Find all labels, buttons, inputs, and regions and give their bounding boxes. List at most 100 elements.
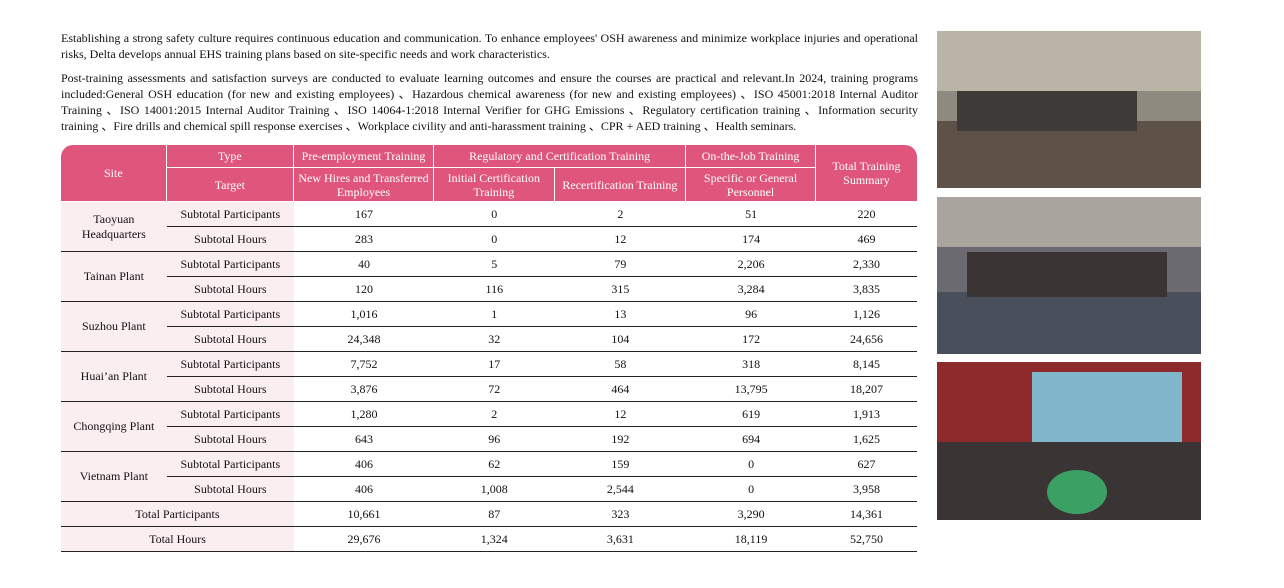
value-cell: 1,913 bbox=[815, 402, 917, 427]
value-cell: 18,207 bbox=[815, 377, 917, 402]
value-cell: 1,126 bbox=[815, 302, 917, 327]
value-cell: 3,290 bbox=[686, 502, 816, 527]
data-row: Chongqing Plant Subtotal Participants 1,28… bbox=[61, 402, 917, 452]
value-cell: 12 bbox=[554, 402, 687, 427]
paragraph: Post-training assessments and satisfacti… bbox=[61, 71, 918, 133]
value-cell: 120 bbox=[294, 277, 434, 302]
value-cell: 40 bbox=[294, 252, 434, 277]
value-cell: 464 bbox=[554, 377, 687, 402]
target-cell: Subtotal Hours bbox=[166, 427, 294, 452]
value-cell: 315 bbox=[554, 277, 687, 302]
value-cell: 1,016 bbox=[294, 302, 434, 327]
data-row: Subtotal Hours 120 116 315 3,284 3,835 bbox=[61, 277, 917, 302]
value-cell: 13,795 bbox=[686, 377, 816, 402]
value-cell: 1 bbox=[434, 302, 555, 327]
value-cell: 1,280 bbox=[294, 402, 434, 427]
total-row: Total Participants 10,661 87 323 3,290 14,361 bbox=[61, 502, 917, 527]
value-cell: 159 bbox=[554, 452, 687, 477]
target-cell: Subtotal Participants bbox=[166, 402, 294, 427]
total-label: Total Participants bbox=[61, 502, 294, 527]
value-cell: 3,876 bbox=[294, 377, 434, 402]
photo-group bbox=[937, 362, 1201, 520]
site-cell: Huai’an Plant bbox=[61, 352, 167, 402]
header-cell: Target bbox=[166, 168, 294, 202]
value-cell: 104 bbox=[554, 327, 687, 352]
value-cell: 32 bbox=[434, 327, 555, 352]
target-cell: Subtotal Hours bbox=[166, 327, 294, 352]
data-row: Suzhou Plant Subtotal Participants 1,016 1 1… bbox=[61, 302, 917, 352]
target-cell: Subtotal Hours bbox=[166, 377, 294, 402]
value-cell: 96 bbox=[686, 302, 816, 327]
data-row: Subtotal Hours 406 1,008 2,544 0 3,958 bbox=[61, 477, 917, 502]
value-cell: 323 bbox=[554, 502, 687, 527]
target-cell: Subtotal Hours bbox=[166, 277, 294, 302]
value-cell: 52,750 bbox=[815, 527, 917, 552]
data-row: Subtotal Hours 283 0 12 174 469 bbox=[61, 227, 917, 252]
photo-classroom bbox=[937, 31, 1201, 188]
site-cell: Taoyuan Headquarters bbox=[61, 202, 167, 252]
target-cell: Subtotal Participants bbox=[166, 352, 294, 377]
site-cell: Suzhou Plant bbox=[61, 302, 167, 352]
site-cell: Vietnam Plant bbox=[61, 452, 167, 502]
photo-cpr bbox=[937, 197, 1201, 354]
site-cell: Tainan Plant bbox=[61, 252, 167, 302]
value-cell: 3,958 bbox=[815, 477, 917, 502]
value-cell: 87 bbox=[434, 502, 555, 527]
value-cell: 619 bbox=[686, 402, 816, 427]
value-cell: 10,661 bbox=[294, 502, 434, 527]
target-cell: Subtotal Participants bbox=[166, 252, 294, 277]
value-cell: 2,330 bbox=[815, 252, 917, 277]
value-cell: 174 bbox=[686, 227, 816, 252]
value-cell: 0 bbox=[434, 202, 555, 227]
total-label: Total Hours bbox=[61, 527, 294, 552]
header-cell: Initial Certification Training bbox=[434, 168, 555, 202]
value-cell: 643 bbox=[294, 427, 434, 452]
value-cell: 1,324 bbox=[434, 527, 555, 552]
value-cell: 694 bbox=[686, 427, 816, 452]
value-cell: 96 bbox=[434, 427, 555, 452]
value-cell: 14,361 bbox=[815, 502, 917, 527]
value-cell: 17 bbox=[434, 352, 555, 377]
target-cell: Subtotal Hours bbox=[166, 227, 294, 252]
value-cell: 167 bbox=[294, 202, 434, 227]
value-cell: 24,348 bbox=[294, 327, 434, 352]
value-cell: 3,631 bbox=[554, 527, 687, 552]
value-cell: 5 bbox=[434, 252, 555, 277]
value-cell: 220 bbox=[815, 202, 917, 227]
value-cell: 7,752 bbox=[294, 352, 434, 377]
target-cell: Subtotal Participants bbox=[166, 452, 294, 477]
header-cell: Type bbox=[166, 145, 294, 168]
header-row: Site Type Pre-employment Training Regulator… bbox=[61, 145, 917, 202]
data-row: Vietnam Plant Subtotal Participants 406 62 1… bbox=[61, 452, 917, 502]
value-cell: 1,008 bbox=[434, 477, 555, 502]
value-cell: 62 bbox=[434, 452, 555, 477]
total-row: Total Hours 29,676 1,324 3,631 18,119 52,750 bbox=[61, 527, 917, 552]
value-cell: 283 bbox=[294, 227, 434, 252]
value-cell: 72 bbox=[434, 377, 555, 402]
paragraph: Establishing a strong safety culture req… bbox=[61, 31, 918, 61]
target-cell: Subtotal Participants bbox=[166, 302, 294, 327]
header-cell: Site bbox=[61, 145, 167, 202]
intro-text: Establishing a strong safety culture req… bbox=[61, 30, 918, 142]
data-row: Subtotal Hours 24,348 32 104 172 24,656 bbox=[61, 327, 917, 352]
header-cell: Total Training Summary bbox=[815, 145, 917, 202]
header-cell: Recertification Training bbox=[554, 168, 687, 202]
value-cell: 2 bbox=[554, 202, 687, 227]
value-cell: 116 bbox=[434, 277, 555, 302]
value-cell: 12 bbox=[554, 227, 687, 252]
value-cell: 79 bbox=[554, 252, 687, 277]
data-row: Subtotal Hours 643 96 192 694 1,625 bbox=[61, 427, 917, 452]
header-cell: On-the-Job Training bbox=[686, 145, 816, 168]
training-table: Site Type Pre-employment Training Regulator… bbox=[61, 145, 917, 552]
value-cell: 1,625 bbox=[815, 427, 917, 452]
value-cell: 2 bbox=[434, 402, 555, 427]
value-cell: 192 bbox=[554, 427, 687, 452]
value-cell: 469 bbox=[815, 227, 917, 252]
value-cell: 51 bbox=[686, 202, 816, 227]
value-cell: 29,676 bbox=[294, 527, 434, 552]
value-cell: 0 bbox=[686, 477, 816, 502]
value-cell: 172 bbox=[686, 327, 816, 352]
data-row: Tainan Plant Subtotal Participants 40 5 79 2,… bbox=[61, 252, 917, 302]
value-cell: 627 bbox=[815, 452, 917, 477]
